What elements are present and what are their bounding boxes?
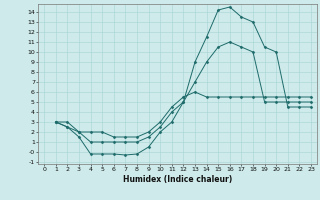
X-axis label: Humidex (Indice chaleur): Humidex (Indice chaleur) [123, 175, 232, 184]
